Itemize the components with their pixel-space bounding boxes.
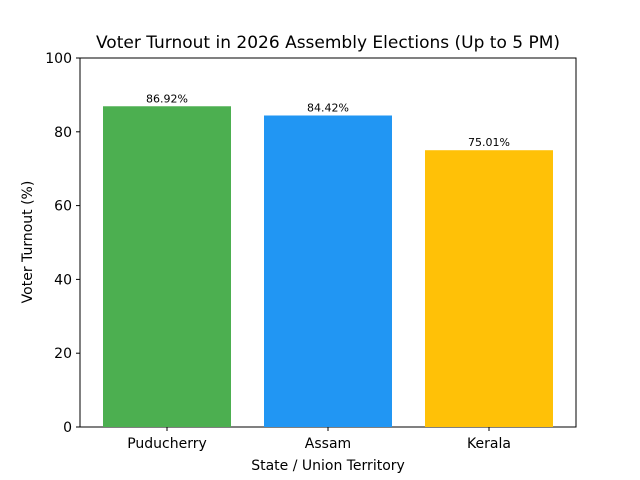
x-axis-ticks: Puducherry Assam Kerala	[127, 427, 511, 452]
chart-title: Voter Turnout in 2026 Assembly Elections…	[96, 33, 560, 53]
y-tick-label: 80	[54, 125, 72, 141]
data-label: 75.01%	[468, 136, 510, 149]
data-labels-group: 86.92% 84.42% 75.01%	[146, 92, 510, 149]
x-tick-label: Kerala	[467, 436, 511, 452]
x-tick-label: Assam	[305, 436, 351, 452]
bar-kerala	[425, 150, 553, 427]
y-axis-label: Voter Turnout (%)	[20, 181, 36, 304]
data-label: 86.92%	[146, 92, 188, 105]
x-axis-label: State / Union Territory	[251, 458, 405, 474]
y-axis-ticks: 0 20 40 60 80 100	[45, 51, 80, 436]
bars-group	[103, 106, 553, 427]
y-tick-label: 40	[54, 272, 72, 288]
bar-puducherry	[103, 106, 231, 427]
bar-assam	[264, 115, 392, 427]
y-tick-label: 100	[45, 51, 72, 67]
y-tick-label: 60	[54, 199, 72, 215]
y-tick-label: 0	[63, 420, 72, 436]
plot-area: 86.92% 84.42% 75.01% 0 20 40 60 80 100 Puducher…	[45, 51, 577, 452]
data-label: 84.42%	[307, 101, 349, 114]
y-tick-label: 20	[54, 346, 72, 362]
x-tick-label: Puducherry	[127, 436, 207, 452]
